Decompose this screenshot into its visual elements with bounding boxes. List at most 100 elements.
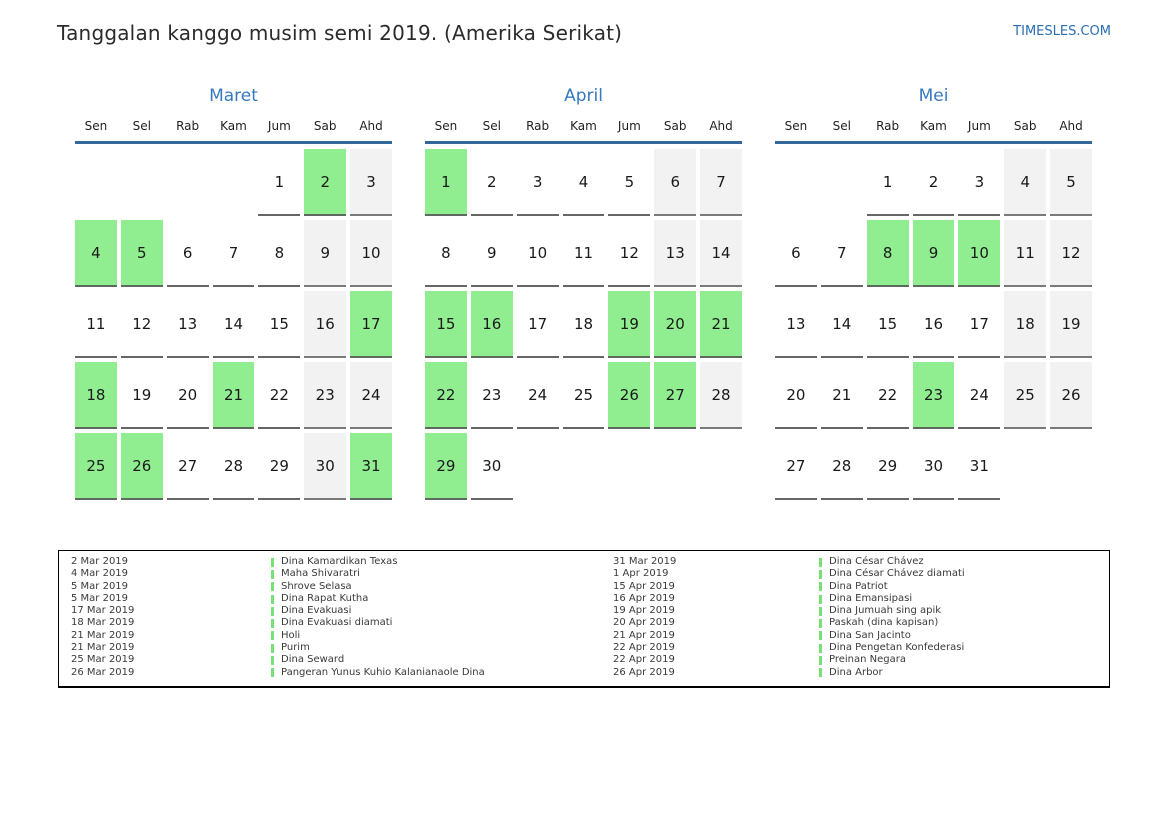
day-cell: 24 [350, 362, 392, 429]
legend-entry-label: Dina César Chávez [829, 556, 924, 567]
day-cell: 20 [654, 291, 697, 358]
day-cell: 30 [470, 433, 513, 500]
month-calendars: Maret Sen Sel Rab Kam Jum Sab Ahd 1 2 3 4 5 6 7 8 9 10 11 1… [75, 86, 1092, 500]
weekday-header: Sen Sel Rab Kam Jum Sab Ahd [425, 119, 742, 144]
day-cell: 26 [608, 362, 651, 429]
legend-date: 2 Mar 2019 [71, 556, 129, 567]
day-cell: 6 [775, 220, 817, 287]
legend-row: 5 Mar 2019 Shrove Selasa 15 Apr 2019 Dina P… [71, 581, 1109, 593]
day-cell: 14 [700, 220, 742, 287]
legend-entry-label: Dina Evakuasi diamati [281, 617, 393, 629]
day-cell-empty [654, 433, 696, 500]
day-cell-empty [775, 149, 817, 216]
day-cell: 24 [516, 362, 559, 429]
legend-date: 21 Apr 2019 [613, 629, 675, 641]
day-cell-empty [563, 433, 605, 500]
day-cell: 16 [470, 291, 513, 358]
weekday-label-kam: Kam [220, 119, 247, 133]
legend-entry-name: Dina Jumuah sing apik [819, 605, 1109, 617]
holiday-marker-icon [819, 631, 822, 641]
day-cell: 2 [912, 149, 955, 216]
holiday-marker-icon [271, 619, 274, 629]
legend-entry-label: Purim [281, 642, 310, 654]
day-cell: 1 [425, 149, 467, 216]
legend-entry-name: Purim [271, 642, 613, 654]
day-cell: 1 [866, 149, 909, 216]
month-title: Maret [209, 86, 258, 106]
day-cell: 22 [258, 362, 301, 429]
day-grid: 1 2 3 4 5 6 7 8 9 10 11 12 13 14 15 16 17 18 19 20 21 22 23 24 2… [75, 149, 392, 500]
legend-row: 2 Mar 2019 Dina Kamardikan Texas 31 Mar 20… [71, 556, 1109, 568]
day-cell: 22 [866, 362, 909, 429]
day-cell: 6 [166, 220, 209, 287]
weekday-label-rab: Rab [526, 119, 550, 133]
day-cell: 19 [120, 362, 163, 429]
day-cell: 27 [654, 362, 697, 429]
legend-entry-name: Pangeran Yunus Kuhio Kalanianaole Dina [271, 667, 613, 679]
weekday-label-rab: Rab [876, 119, 900, 133]
legend-entry-label: Dina San Jacinto [829, 629, 911, 641]
weekday-label-ahd: Ahd [1059, 119, 1083, 133]
day-cell: 23 [470, 362, 513, 429]
day-cell: 17 [958, 291, 1001, 358]
holiday-marker-icon [819, 594, 822, 604]
day-cell: 3 [350, 149, 392, 216]
holiday-marker-icon [819, 582, 822, 592]
legend-entry-name: Dina Pengetan Konfederasi [819, 642, 1109, 654]
day-cell: 17 [350, 291, 392, 358]
legend-date: 20 Apr 2019 [613, 617, 675, 629]
day-cell-empty [167, 149, 209, 216]
day-cell: 11 [75, 291, 117, 358]
day-cell: 1 [258, 149, 301, 216]
legend-date: 17 Mar 2019 [71, 605, 135, 617]
legend-entry-label: Preinan Negara [829, 654, 907, 666]
legend-entry-name: Dina Rapat Kutha [271, 593, 613, 605]
legend-entry-label: Dina Pengetan Konfederasi [829, 642, 965, 654]
day-cell: 24 [958, 362, 1001, 429]
page-title: Tanggalan kanggo musim semi 2019. (Ameri… [57, 21, 623, 45]
site-link[interactable]: TIMESLES.COM [1013, 24, 1111, 39]
day-cell: 8 [866, 220, 909, 287]
day-grid: 1 2 3 4 5 6 7 8 9 10 11 12 13 14 15 16 17 18 19 20 21 22 23 24 2… [425, 149, 742, 500]
weekday-label-ahd: Ahd [359, 119, 383, 133]
day-cell: 7 [700, 149, 742, 216]
holiday-marker-icon [819, 643, 822, 653]
legend-date: 21 Mar 2019 [71, 629, 135, 641]
holiday-marker-icon [819, 569, 822, 579]
day-cell: 19 [608, 291, 651, 358]
weekday-label-kam: Kam [920, 119, 947, 133]
legend-date: 15 Apr 2019 [613, 580, 675, 592]
legend-date: 31 Mar 2019 [613, 556, 677, 567]
day-cell: 9 [304, 220, 347, 287]
day-cell: 30 [304, 433, 347, 500]
holiday-marker-icon [819, 606, 822, 616]
holiday-marker-icon [271, 594, 274, 604]
day-cell-empty [1004, 433, 1046, 500]
legend-date: 26 Mar 2019 [71, 666, 135, 678]
day-cell: 5 [608, 149, 651, 216]
weekday-label-sen: Sen [434, 119, 458, 133]
day-cell: 25 [562, 362, 605, 429]
legend-entry-label: Pangeran Yunus Kuhio Kalanianaole Dina [281, 666, 485, 678]
day-cell: 31 [958, 433, 1001, 500]
day-cell: 10 [350, 220, 392, 287]
holiday-marker-icon [819, 656, 822, 666]
day-cell: 19 [1050, 291, 1092, 358]
day-cell: 13 [166, 291, 209, 358]
day-cell: 23 [304, 362, 347, 429]
holiday-marker-icon [271, 656, 274, 666]
legend-entry-name: Paskah (dina kapisan) [819, 617, 1109, 629]
day-cell: 11 [1004, 220, 1047, 287]
weekday-header: Sen Sel Rab Kam Jum Sab Ahd [75, 119, 392, 144]
holiday-marker-icon [271, 668, 274, 678]
day-cell: 7 [820, 220, 863, 287]
weekday-label-sel: Sel [132, 119, 151, 133]
legend-date: 18 Mar 2019 [71, 617, 135, 629]
legend-entry-label: Dina Rapat Kutha [281, 592, 369, 604]
day-cell-empty [213, 149, 255, 216]
day-cell: 11 [562, 220, 605, 287]
day-cell-empty [700, 433, 742, 500]
day-cell: 12 [120, 291, 163, 358]
legend-row: 26 Mar 2019 Pangeran Yunus Kuhio Kalanian… [71, 667, 1109, 679]
month-title: April [564, 86, 603, 106]
